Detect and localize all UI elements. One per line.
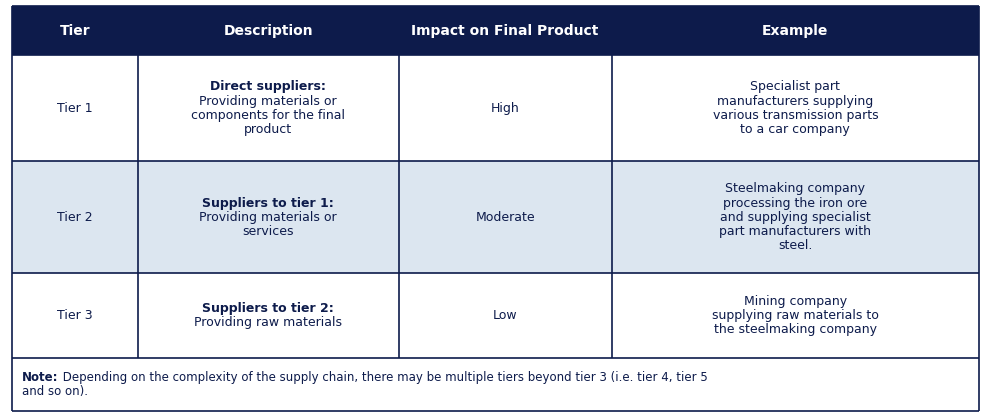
Text: Specialist part: Specialist part bbox=[750, 80, 840, 93]
Text: Low: Low bbox=[493, 309, 517, 322]
Text: Depending on the complexity of the supply chain, there may be multiple tiers bey: Depending on the complexity of the suppl… bbox=[59, 371, 709, 384]
Text: and supplying specialist: and supplying specialist bbox=[720, 211, 871, 224]
Text: Tier 2: Tier 2 bbox=[56, 211, 92, 224]
Text: services: services bbox=[243, 225, 294, 238]
Text: Suppliers to tier 2:: Suppliers to tier 2: bbox=[202, 302, 334, 315]
Text: various transmission parts: various transmission parts bbox=[713, 109, 878, 122]
Text: Moderate: Moderate bbox=[476, 211, 535, 224]
Text: Providing materials or: Providing materials or bbox=[199, 95, 337, 108]
Text: supplying raw materials to: supplying raw materials to bbox=[712, 309, 879, 322]
Text: the steelmaking company: the steelmaking company bbox=[714, 323, 877, 337]
Bar bbox=[12, 273, 979, 358]
Text: Steelmaking company: Steelmaking company bbox=[725, 182, 865, 196]
Text: and so on).: and so on). bbox=[22, 385, 88, 398]
Text: Note:: Note: bbox=[22, 371, 58, 384]
Bar bbox=[12, 6, 979, 55]
Text: Tier: Tier bbox=[59, 23, 90, 38]
Text: steel.: steel. bbox=[778, 239, 813, 252]
Text: Tier 3: Tier 3 bbox=[56, 309, 92, 322]
Text: Providing raw materials: Providing raw materials bbox=[194, 316, 342, 329]
Text: Description: Description bbox=[223, 23, 313, 38]
Text: Providing materials or: Providing materials or bbox=[199, 211, 337, 224]
Text: to a car company: to a car company bbox=[740, 123, 850, 136]
Text: High: High bbox=[491, 102, 519, 115]
Text: components for the final: components for the final bbox=[191, 109, 345, 122]
Text: product: product bbox=[244, 123, 292, 136]
Bar bbox=[12, 358, 979, 411]
Text: Impact on Final Product: Impact on Final Product bbox=[411, 23, 599, 38]
Text: Example: Example bbox=[762, 23, 828, 38]
Text: Suppliers to tier 1:: Suppliers to tier 1: bbox=[202, 196, 334, 210]
Bar bbox=[12, 55, 979, 161]
Text: part manufacturers with: part manufacturers with bbox=[719, 225, 871, 238]
Text: Direct suppliers:: Direct suppliers: bbox=[210, 80, 326, 93]
Text: manufacturers supplying: manufacturers supplying bbox=[717, 95, 873, 108]
Text: Tier 1: Tier 1 bbox=[56, 102, 92, 115]
Bar bbox=[12, 161, 979, 273]
Text: Mining company: Mining company bbox=[744, 295, 847, 308]
Text: processing the iron ore: processing the iron ore bbox=[723, 196, 867, 210]
